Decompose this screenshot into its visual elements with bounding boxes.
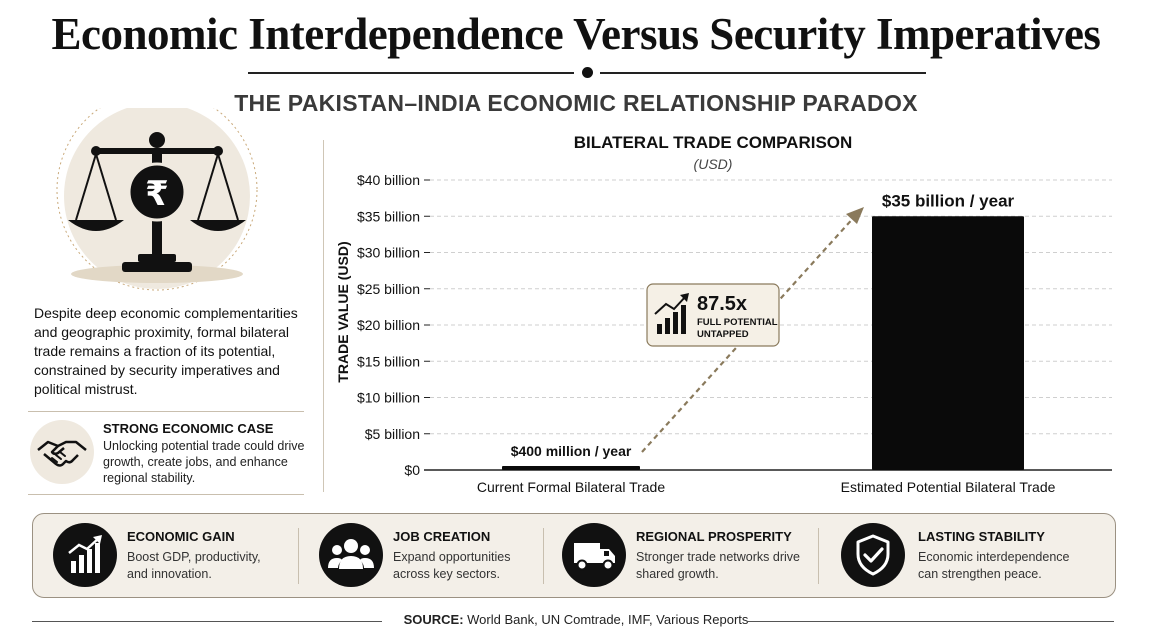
case-title: STRONG ECONOMIC CASE [103,421,274,436]
page-title: Economic Interdependence Versus Security… [51,9,1101,59]
title-rule-right [600,72,926,74]
y-tick-label: $35 billion [357,208,420,224]
x-category-label: Estimated Potential Bilateral Trade [841,479,1056,495]
feature-text-regional-prosperity: Stronger trade networks drive shared gro… [636,550,800,581]
y-axis-label: TRADE VALUE (USD) [335,241,351,382]
trade-bar-chart: $0 $5 billion $10 billion $15 billion $20 bi… [335,172,1112,495]
y-tick-label: $10 billion [357,390,420,406]
growth-bars-icon [654,293,689,334]
rupee-symbol: ₹ [145,174,169,214]
source-line: SOURCE: World Bank, UN Comtrade, IMF, Va… [0,612,1152,627]
feature-text-economic-gain: Boost GDP, productivity, and innovation. [127,550,261,581]
chart-title: BILATERAL TRADE COMPARISON [573,133,853,152]
shield-check-icon [841,523,905,587]
source-text: World Bank, UN Comtrade, IMF, Various Re… [463,612,749,627]
page-subtitle: THE PAKISTAN–INDIA ECONOMIC RELATIONSHIP… [234,90,918,116]
y-tick-label: $5 billion [365,426,420,442]
potential-callout: 87.5x FULL POTENTIAL UNTAPPED [646,283,780,347]
y-tick-label: $20 billion [357,317,420,333]
bar [872,216,1024,470]
source-rule-right [748,621,1114,622]
title-rule-left [248,72,574,74]
justice-scale-icon: ₹ [56,108,258,291]
feature-text-job-creation: Expand opportunities across key sectors. [393,550,511,581]
feature-text-lasting-stability: Economic interdependence can strengthen … [918,550,1070,581]
intro-paragraph: Despite deep economic complementarities … [34,305,298,397]
bar [502,466,640,470]
feature-title-lasting-stability: LASTING STABILITY [918,529,1045,544]
title-divider-dot [582,67,593,78]
callout-value: 87.5x [697,293,747,315]
handshake-icon [37,440,87,467]
y-tick-label: $30 billion [357,245,420,261]
chart-subtitle: (USD) [693,156,733,172]
column-divider [323,140,324,492]
people-icon [319,523,383,587]
feature-title-regional-prosperity: REGIONAL PROSPERITY [636,529,792,544]
feature-divider [543,528,544,584]
growth-arrow-head [846,207,864,224]
source-rule-left [32,621,382,622]
source-label: SOURCE: [403,612,464,627]
feature-title-economic-gain: ECONOMIC GAIN [127,529,235,544]
x-category-label: Current Formal Bilateral Trade [477,479,666,495]
case-rule-top [28,411,304,412]
y-tick-label: $0 [404,462,420,478]
data-label: $35 billion / year [882,191,1015,210]
y-tick-label: $15 billion [357,353,420,369]
feature-divider [298,528,299,584]
callout-label-2: UNTAPPED [697,329,749,340]
callout-label-1: FULL POTENTIAL [697,317,778,328]
handshake-icon-badge [30,420,94,484]
case-text: Unlocking potential trade could drive gr… [103,439,305,485]
y-tick-label: $25 billion [357,281,420,297]
feature-divider [818,528,819,584]
growth-chart-icon [53,523,117,587]
data-label: $400 million / year [511,443,632,459]
y-tick-label: $40 billion [357,172,420,188]
feature-title-job-creation: JOB CREATION [393,529,491,544]
truck-icon [562,523,626,587]
case-rule-bottom [28,494,304,495]
